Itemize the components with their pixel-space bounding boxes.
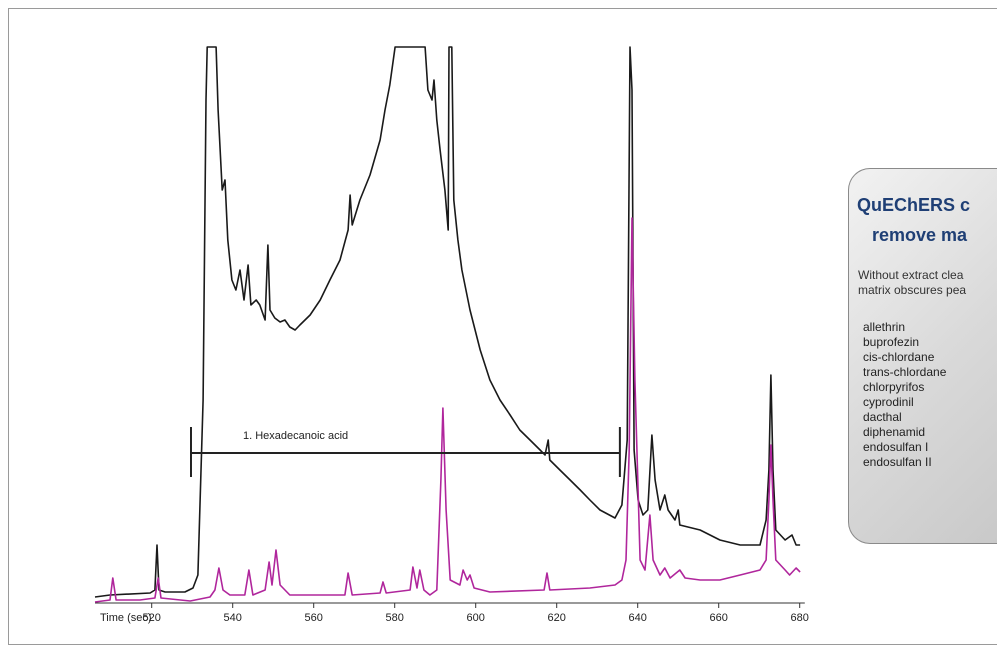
compound: allethrin (863, 320, 906, 334)
compound: endosulfan I (863, 440, 929, 454)
compound: cis-chlordane (863, 350, 935, 364)
compound: endosulfan II (863, 455, 932, 469)
x-tick-label: 620 (548, 612, 566, 624)
compound: diphenamid (863, 425, 926, 439)
trace (94, 46, 801, 598)
x-tick-label: 600 (467, 612, 485, 624)
x-tick-label: 660 (710, 612, 728, 624)
x-axis-label: Time (sec) (100, 612, 152, 624)
panel-subtitle: Without extract clea (858, 268, 964, 282)
compound: cyprodinil (863, 395, 914, 409)
compound: dacthal (863, 410, 902, 424)
x-tick-label: 540 (224, 612, 242, 624)
compound: chlorpyrifos (863, 380, 925, 394)
frame (8, 8, 997, 645)
compound: trans-chlordane (863, 365, 947, 379)
x-tick-label: 520 (143, 612, 161, 624)
compound: buprofezin (863, 335, 920, 349)
panel-subtitle: matrix obscures pea (858, 283, 967, 297)
x-tick-label: 640 (629, 612, 647, 624)
info-panel: QuEChERS c remove ma Without extract clea m… (848, 168, 997, 544)
panel-title: QuEChERS c (857, 195, 971, 215)
x-tick-label: 580 (386, 612, 404, 624)
panel-title: remove ma (872, 225, 968, 245)
annotation: 1. Hexadecanoic acid (243, 430, 348, 442)
x-tick-label: 680 (791, 612, 809, 624)
trace (94, 217, 801, 603)
x-tick-label: 560 (305, 612, 323, 624)
